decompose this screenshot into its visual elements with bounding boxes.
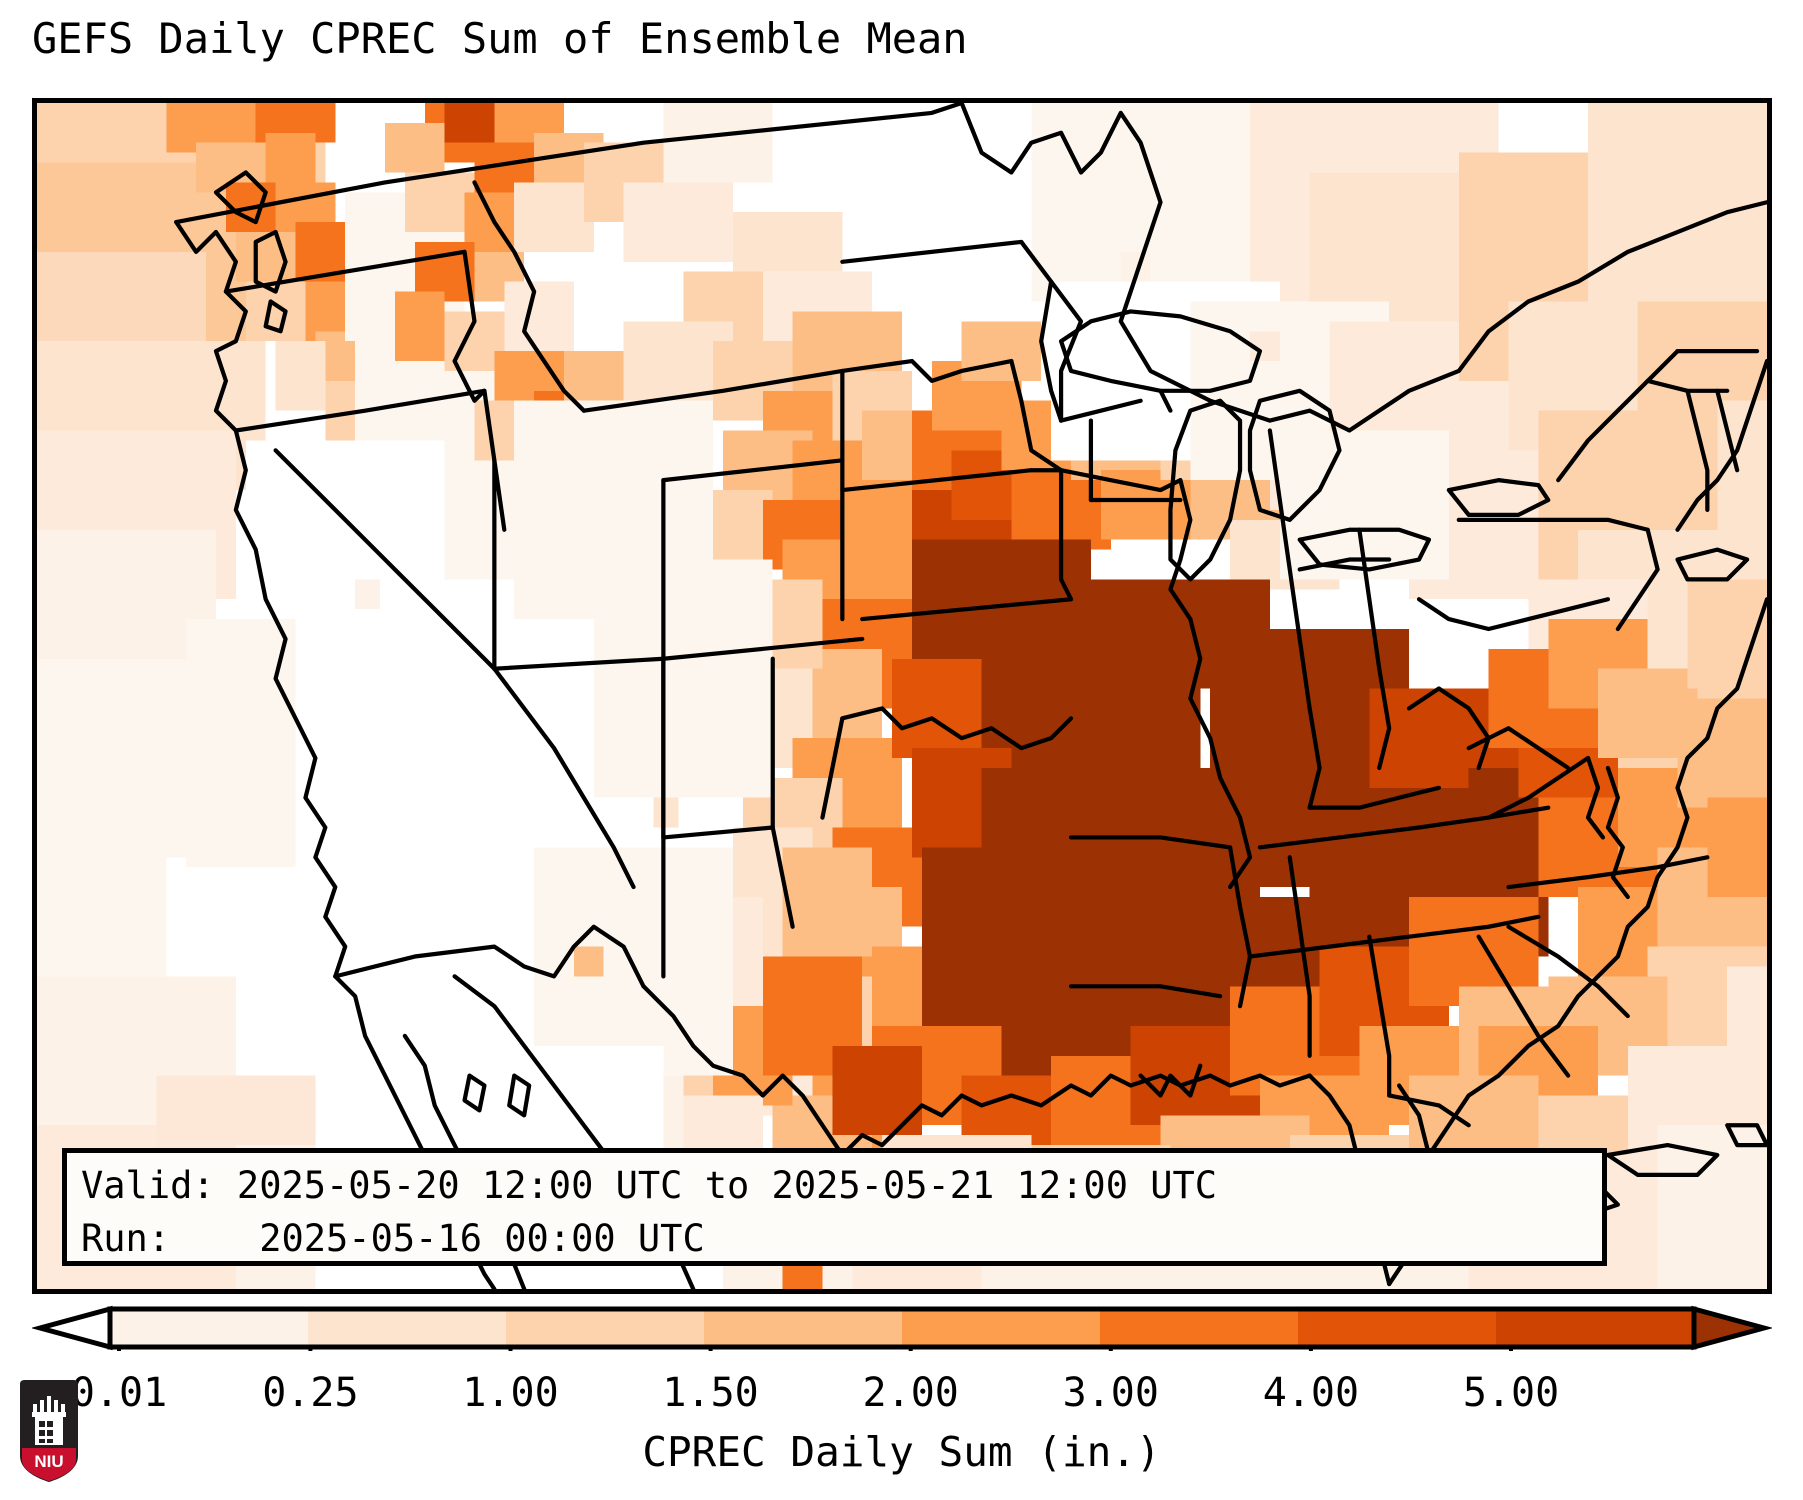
colorbar-band (110, 1309, 308, 1347)
colorbar (32, 1305, 1772, 1351)
colorbar-tick-labels: 0.01 0.25 1.00 1.50 2.00 3.00 4.00 5.00 (32, 1370, 1772, 1418)
colorbar-band (308, 1309, 506, 1347)
colorbar-tick-label: 0.25 (262, 1370, 359, 1416)
colorbar-tick-label: 4.00 (1262, 1370, 1360, 1416)
colorbar-band (1496, 1309, 1694, 1347)
colorbar-axis-label: CPREC Daily Sum (in.) (642, 1428, 1161, 1476)
colorbar-tick-label: 0.01 (70, 1370, 168, 1416)
colorbar-band (1298, 1309, 1496, 1347)
page-title: GEFS Daily CPREC Sum of Ensemble Mean (32, 14, 968, 63)
niu-logo: NIU (20, 1380, 78, 1482)
colorbar-tickmarks (117, 1347, 1513, 1351)
colorbar-band (704, 1309, 902, 1347)
colorbar-svg (32, 1305, 1772, 1351)
colorbar-tick-label: 1.00 (462, 1370, 559, 1416)
colorbar-band (902, 1309, 1100, 1347)
forecast-info-box: Valid: 2025-05-20 12:00 UTC to 2025-05-2… (62, 1148, 1607, 1266)
geography-outlines (174, 103, 1767, 1289)
colorbar-tick-label: 1.50 (662, 1370, 759, 1416)
colorbar-tick-label: 3.00 (1062, 1370, 1159, 1416)
colorbar-tick-label: 2.00 (862, 1370, 959, 1416)
run-time-line: Run: 2025-05-16 00:00 UTC (81, 1217, 705, 1260)
colorbar-band (1100, 1309, 1298, 1347)
colorbar-bands (110, 1309, 1694, 1347)
precipitation-map-panel (32, 98, 1772, 1294)
valid-time-line: Valid: 2025-05-20 12:00 UTC to 2025-05-2… (81, 1164, 1218, 1207)
colorbar-tick-label: 5.00 (1462, 1370, 1560, 1416)
niu-logo-text: NIU (34, 1452, 63, 1471)
colorbar-band (506, 1309, 704, 1347)
